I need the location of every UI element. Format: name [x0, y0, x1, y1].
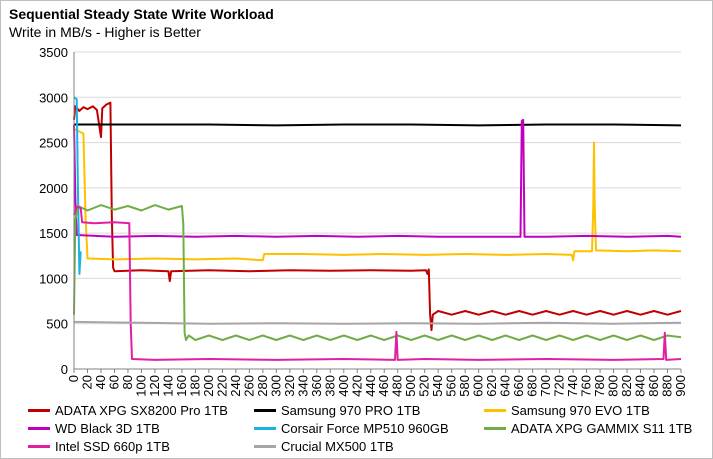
series-line-0 — [73, 101, 682, 332]
series-lines — [73, 96, 682, 361]
legend-item: Samsung 970 PRO 1TB — [254, 403, 420, 418]
x-tick-label: 660 — [511, 375, 526, 397]
series-line-3 — [73, 118, 682, 238]
legend-label: Crucial MX500 1TB — [281, 439, 394, 454]
legend: ADATA XPG SX8200 Pro 1TB Samsung 970 PRO … — [28, 403, 708, 455]
x-tick-label: 40 — [93, 375, 108, 389]
legend-swatch — [484, 409, 506, 412]
legend-label: Intel SSD 660p 1TB — [55, 439, 170, 454]
x-tick-label: 240 — [228, 375, 243, 397]
y-tick-label: 3000 — [39, 90, 68, 105]
y-tick-label: 1000 — [39, 271, 68, 286]
x-tick-label: 780 — [592, 375, 607, 397]
x-tick-label: 540 — [430, 375, 445, 397]
x-tick-label: 800 — [606, 375, 621, 397]
legend-item: Corsair Force MP510 960GB — [254, 421, 449, 436]
x-tick-label: 0 — [66, 375, 81, 382]
series-line-2 — [73, 128, 682, 262]
legend-swatch — [28, 409, 50, 412]
y-tick-label: 2000 — [39, 181, 68, 196]
x-tick-label: 580 — [457, 375, 472, 397]
legend-item: Crucial MX500 1TB — [254, 439, 394, 454]
x-tick-label: 640 — [498, 375, 513, 397]
legend-label: ADATA XPG GAMMIX S11 1TB — [511, 421, 693, 436]
legend-swatch — [28, 427, 50, 430]
y-tick-label: 2500 — [39, 136, 68, 151]
x-tick-label: 100 — [133, 375, 148, 397]
chart-title: Sequential Steady State Write Workload — [9, 6, 274, 22]
series-line-1 — [74, 123, 682, 127]
series-line-7 — [73, 320, 682, 325]
legend-item: ADATA XPG SX8200 Pro 1TB — [28, 403, 228, 418]
legend-swatch — [254, 445, 276, 448]
y-tick-label: 0 — [61, 362, 68, 377]
x-tick-label: 200 — [201, 375, 216, 397]
x-tick-label: 180 — [187, 375, 202, 397]
x-tick-label: 840 — [633, 375, 648, 397]
x-tick-label: 700 — [538, 375, 553, 397]
x-tick-label: 720 — [552, 375, 567, 397]
x-tick-label: 820 — [619, 375, 634, 397]
legend-label: Samsung 970 EVO 1TB — [511, 403, 650, 418]
x-tick-label: 480 — [390, 375, 405, 397]
x-tick-label: 60 — [106, 375, 121, 389]
chart-subtitle: Write in MB/s - Higher is Better — [9, 24, 201, 40]
x-tick-label: 380 — [322, 375, 337, 397]
x-tick-label: 760 — [579, 375, 594, 397]
x-tick-label: 680 — [525, 375, 540, 397]
series-line-6 — [73, 205, 682, 361]
legend-item: Intel SSD 660p 1TB — [28, 439, 170, 454]
y-tick-labels: 0 500 1000 1500 2000 2500 3000 3500 — [39, 45, 68, 377]
x-tick-label: 600 — [471, 375, 486, 397]
legend-item: ADATA XPG GAMMIX S11 1TB — [484, 421, 692, 436]
legend-item: Samsung 970 EVO 1TB — [484, 403, 650, 418]
series-line-4 — [73, 96, 82, 275]
x-tick-label: 460 — [376, 375, 391, 397]
legend-label: WD Black 3D 1TB — [55, 421, 160, 436]
x-tick-label: 360 — [309, 375, 324, 397]
y-tick-label: 500 — [46, 317, 68, 332]
x-tick-label: 420 — [349, 375, 364, 397]
x-tick-label: 140 — [160, 375, 175, 397]
x-tick-label: 320 — [282, 375, 297, 397]
x-tick-label: 120 — [147, 375, 162, 397]
x-tick-label: 280 — [255, 375, 270, 397]
y-tick-label: 3500 — [39, 45, 68, 60]
legend-swatch — [254, 409, 276, 412]
x-tick-label: 20 — [79, 375, 94, 389]
x-tick-label: 500 — [403, 375, 418, 397]
gridlines — [74, 51, 681, 325]
x-tick-label: 740 — [565, 375, 580, 397]
x-tick-label: 900 — [673, 375, 688, 397]
x-tick-label: 620 — [484, 375, 499, 397]
x-tick-label: 440 — [363, 375, 378, 397]
x-tick-label: 260 — [241, 375, 256, 397]
x-tick-label: 880 — [660, 375, 675, 397]
legend-swatch — [484, 427, 506, 430]
legend-label: Corsair Force MP510 960GB — [281, 421, 449, 436]
x-tick-label: 860 — [646, 375, 661, 397]
x-tick-label: 340 — [295, 375, 310, 397]
series-line-5 — [73, 204, 682, 341]
legend-item: WD Black 3D 1TB — [28, 421, 160, 436]
x-tick-label: 560 — [444, 375, 459, 397]
y-tick-label: 1500 — [39, 226, 68, 241]
x-tick-label: 220 — [214, 375, 229, 397]
x-tick-labels: 0204060801001201401601802002202402602803… — [66, 375, 688, 397]
axes — [73, 52, 682, 373]
legend-swatch — [28, 445, 50, 448]
x-tick-label: 80 — [120, 375, 135, 389]
x-tick-label: 520 — [417, 375, 432, 397]
legend-label: Samsung 970 PRO 1TB — [281, 403, 421, 418]
legend-swatch — [254, 427, 276, 430]
legend-label: ADATA XPG SX8200 Pro 1TB — [55, 403, 228, 418]
x-tick-label: 400 — [336, 375, 351, 397]
x-tick-label: 160 — [174, 375, 189, 397]
x-tick-label: 300 — [268, 375, 283, 397]
